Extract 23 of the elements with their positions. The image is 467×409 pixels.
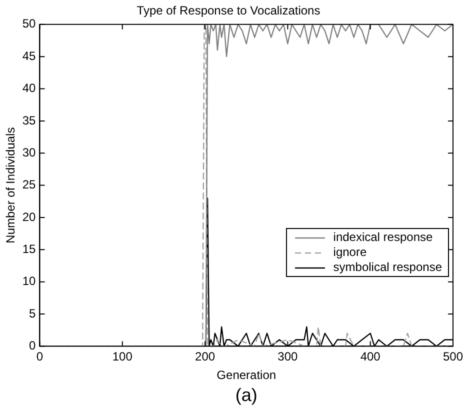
y-tick-label: 50 (22, 16, 36, 31)
x-tick-label: 300 (278, 350, 298, 364)
x-tick-label: 100 (112, 350, 133, 364)
text: (a) (235, 385, 258, 405)
x-tick-label: 500 (442, 350, 464, 364)
y-tick-label: 25 (22, 178, 36, 192)
y-tick-label: 0 (29, 338, 36, 353)
legend-label: indexical response (333, 230, 433, 245)
y-tick-label: 15 (22, 242, 36, 256)
legend-label: symbolical response (333, 260, 442, 275)
y-tick-label: 35 (22, 113, 36, 128)
y-tick-label: 45 (22, 48, 36, 63)
x-tick-label: 200 (195, 350, 216, 364)
y-axis-title: Number of Individuals (4, 127, 18, 244)
y-tick-label: 20 (22, 210, 36, 224)
y-tick-label: 5 (29, 306, 36, 320)
legend-label: ignore (333, 245, 367, 260)
y-tick-label: 40 (22, 81, 36, 96)
y-tick-label: 10 (22, 274, 36, 288)
y-tick-label: 30 (22, 145, 36, 160)
chart-title: Type of Response to Vocalizations (136, 4, 320, 18)
x-tick-label: 400 (360, 350, 381, 364)
x-axis-title: Generation (216, 368, 276, 382)
